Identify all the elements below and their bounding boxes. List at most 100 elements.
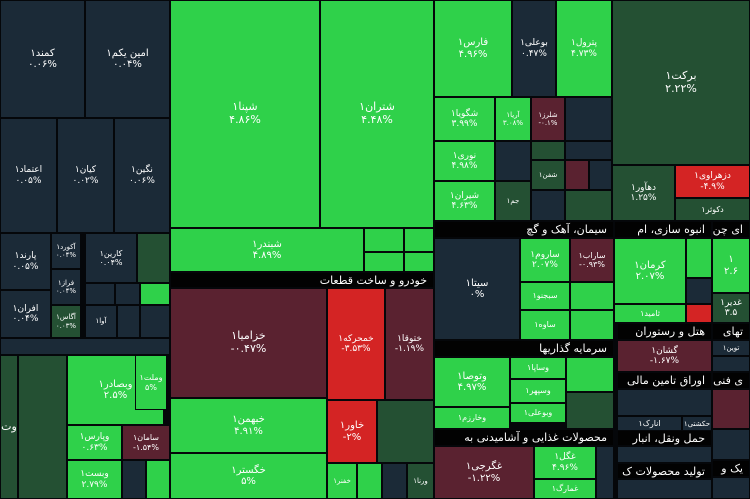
tile-unlabeled[interactable]	[85, 283, 115, 305]
tile-shabandar[interactable]: شبندر۱ ۴.۸۹%	[170, 228, 364, 272]
tile-unlabeled[interactable]	[712, 477, 750, 499]
tile-unlabeled[interactable]	[18, 355, 67, 499]
sector-header-chap[interactable]: ای چن	[712, 221, 750, 238]
tile-gaderir[interactable]: غدیر۱ ۳.۵	[712, 293, 750, 323]
sector-header-invest[interactable]: سرمایه گذاریها	[434, 340, 614, 357]
tile-vbist[interactable]: وبست۱ ۲.۷۹%	[67, 460, 122, 499]
sector-header-food[interactable]: محصولات غذایی و آشامیدنی به	[434, 429, 614, 446]
tile-vetosa[interactable]: وتوصا۱ ۴.۹۷%	[434, 357, 510, 407]
tile-shatran[interactable]: شتران۱ ۴.۴۸%	[320, 0, 434, 228]
tile-unlabeled[interactable]	[357, 463, 382, 499]
tile-unlabeled[interactable]	[565, 97, 612, 141]
tile-dezahravi[interactable]: دزهراوی۱ -۴.۹%	[675, 165, 750, 198]
tile-negin[interactable]: نگین۱ ۰.۰۶%	[114, 118, 170, 233]
tile-shegoya[interactable]: شگویا۱ ۳.۹۹%	[434, 97, 495, 141]
tile-unlabeled[interactable]	[596, 446, 614, 499]
tile-shalarz[interactable]: شلرز۱ -۰.۱%	[531, 97, 565, 141]
tile-aminyekom[interactable]: امین یکم۱ ۰.۰۴%	[85, 0, 170, 118]
tile-sita[interactable]: سیتا۱ ۰%	[434, 238, 520, 340]
tile-akord[interactable]: آکورد۱ ۰.۰۴%	[51, 233, 81, 269]
tile-shiran[interactable]: شیران۱ ۴.۶۳%	[434, 181, 495, 221]
tile-etemad[interactable]: اعتماد۱ ۰.۰۵%	[0, 118, 57, 233]
tile-ghamarg[interactable]: غمارگ۱	[534, 479, 596, 499]
tile-parand[interactable]: پارند۱ ۰.۰۵%	[0, 233, 51, 290]
tile-ava[interactable]: آوا۱	[85, 305, 117, 338]
tile-barekat[interactable]: برکت۱ ۲.۲۲%	[612, 0, 750, 165]
tile-khamkharke[interactable]: خمحرکه۱ -۳.۵۳%	[327, 288, 385, 400]
sector-header-yek[interactable]: یک و	[712, 460, 750, 477]
tile-unlabeled[interactable]	[565, 160, 589, 190]
tile-vbuali[interactable]: وبوعلی۱	[510, 403, 566, 423]
tile-unlabeled[interactable]	[566, 357, 614, 392]
tile-vkharazm[interactable]: وخارزم۱	[434, 407, 510, 429]
tile-tavin[interactable]: توین۱	[712, 340, 750, 356]
tile-karin[interactable]: کارین۱ ۰.۰۴%	[85, 233, 137, 283]
tile-unlabeled[interactable]	[364, 228, 404, 252]
tile-unlabeled[interactable]	[617, 446, 712, 463]
tile-unlabeled[interactable]	[115, 283, 140, 305]
tile-tamid[interactable]: ثامید۱	[614, 304, 686, 323]
tile-unlabeled[interactable]	[617, 389, 712, 416]
tile-khafer[interactable]: خفنر۱	[327, 463, 357, 499]
tile-sarum[interactable]: ساروم۱ ۲.۰۷%	[520, 238, 570, 282]
tile-unlabeled[interactable]	[686, 304, 712, 323]
tile-unlabeled[interactable]	[382, 463, 407, 499]
tile-unlabeled[interactable]	[570, 310, 614, 340]
tile-unlabeled[interactable]	[122, 460, 146, 499]
tile-unlabeled[interactable]	[140, 305, 170, 338]
sector-header-tahe[interactable]: تهای	[712, 323, 750, 340]
tile-khabahman[interactable]: خبهمن۱ ۴.۹۱%	[170, 398, 327, 453]
tile-unlabeled[interactable]	[566, 392, 614, 429]
sector-header-fanni[interactable]: ی فنی	[712, 372, 750, 389]
tile-unlabeled[interactable]	[495, 141, 531, 181]
tile-petrol[interactable]: پترول۱ ۴.۷۳%	[556, 0, 612, 97]
tile-vparis[interactable]: وپارس۱ ۰.۶۳%	[67, 425, 122, 460]
tile-vsapa[interactable]: وساپا۱	[510, 357, 566, 379]
tile-vmellat[interactable]: وملت۱ ۵%	[135, 355, 167, 410]
tile-unlabeled[interactable]	[565, 141, 612, 160]
tile-unlabeled[interactable]	[712, 429, 750, 460]
tile-faraz[interactable]: فراز۱ ۰.۰۴%	[51, 269, 81, 305]
tile-unlabeled[interactable]	[589, 160, 612, 190]
tile-unlabeled[interactable]	[686, 238, 712, 278]
tile-khavar[interactable]: خاور۱ -۲%	[327, 400, 377, 463]
tile-jam[interactable]: جم۱	[495, 181, 531, 221]
tile-unlabeled[interactable]	[404, 228, 434, 252]
tile-unlabeled[interactable]	[712, 356, 750, 372]
sector-header-cement[interactable]: سیمان، آهک و گچ	[434, 221, 614, 238]
tile-gheghorji[interactable]: غگرجی۱ -۱.۲۲%	[434, 446, 534, 499]
sector-header-transport[interactable]: حمل ونقل، انبار	[617, 430, 712, 446]
tile-kian[interactable]: کیان۱ ۰.۰۲%	[57, 118, 114, 233]
tile-unlabeled[interactable]	[0, 338, 170, 355]
tile-nouri[interactable]: نوری۱ ۴.۹۸%	[434, 141, 495, 181]
tile-unlabeled[interactable]	[686, 278, 712, 304]
tile-shapna[interactable]: شپنا۱ ۴.۸۶%	[170, 0, 320, 228]
tile-khotogha[interactable]: ختوقا۱ -۱.۱۹%	[385, 288, 434, 400]
sector-header-hotel[interactable]: هتل و رستوران	[617, 323, 712, 340]
tile-vrana[interactable]: ورنا۱	[407, 463, 434, 499]
tile-sarab[interactable]: ساراب۱ -۰.۹۳%	[570, 238, 614, 282]
tile-afran[interactable]: افران۱ ۰.۰۴%	[0, 290, 51, 338]
sector-header-tolid[interactable]: تولید محصولات ک	[617, 463, 712, 479]
sector-header-auto[interactable]: خودرو و ساخت قطعات	[170, 272, 434, 288]
tile-geshan[interactable]: گشان۱ -۱.۶۷%	[617, 340, 712, 372]
sector-header-massbuild[interactable]: انبوه سازی، ام	[614, 221, 712, 238]
tile-khegostar[interactable]: خگستر۱ ۵%	[170, 453, 327, 499]
tile-kamand[interactable]: کمند۱ ۰.۰۶%	[0, 0, 85, 118]
tile-arya[interactable]: آریا۱ ۳.۰۸%	[495, 97, 531, 141]
tile-kerman[interactable]: کرمان۱ ۲.۰۷%	[614, 238, 686, 304]
tile-dahavar[interactable]: دهآور۱ ۱.۲۵%	[612, 165, 675, 221]
tile-unlabeled[interactable]	[712, 389, 750, 429]
tile-saman[interactable]: سامان۱ -۱.۵۴%	[122, 425, 170, 460]
tile-dakotor[interactable]: دکوثر۱	[675, 198, 750, 221]
tile-sabjno[interactable]: سبجنو۱	[520, 282, 570, 310]
tile-unlabeled[interactable]	[531, 141, 565, 160]
tile-unlabeled[interactable]	[140, 283, 170, 305]
tile-unlabeled[interactable]	[404, 252, 434, 272]
tile-unlabeled[interactable]	[146, 460, 170, 499]
tile-unlabeled[interactable]	[617, 479, 712, 499]
tile-unlabeled[interactable]	[137, 233, 170, 283]
tile-unlabeled[interactable]	[377, 400, 434, 463]
tile-savah[interactable]: ساوه۱	[520, 310, 570, 340]
tile-ghegol[interactable]: غگل۱ ۴.۹۶%	[534, 446, 596, 479]
